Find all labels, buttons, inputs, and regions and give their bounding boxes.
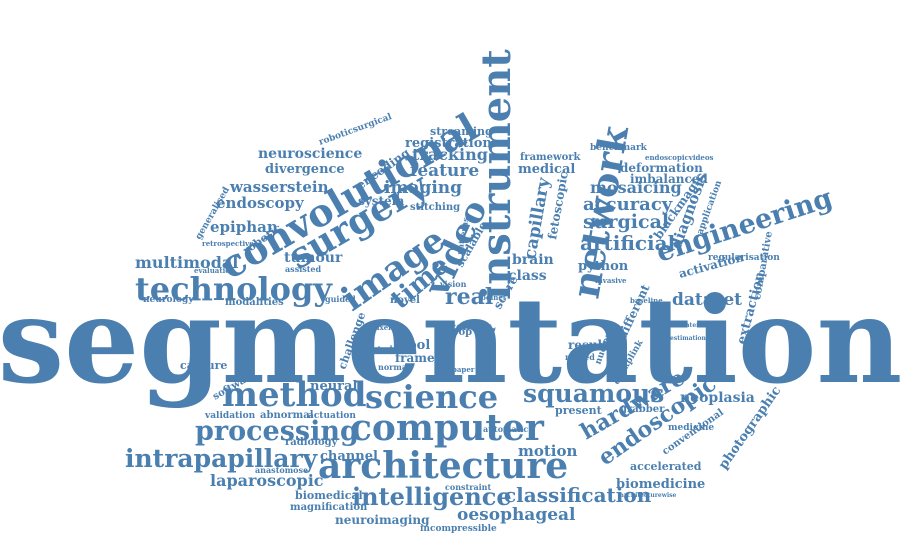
word-endoscopy: endoscopy — [216, 194, 305, 212]
word-streaming: streaming — [430, 125, 493, 138]
word-stitching: stitching — [410, 202, 460, 213]
word-class: class — [508, 268, 547, 284]
word-roboticsurgical: roboticsurgical — [318, 112, 394, 148]
word-deformation: deformation — [620, 161, 703, 175]
word-neural: neural — [310, 379, 357, 394]
word-processing: processing — [195, 416, 359, 447]
word-assisted: assisted — [285, 264, 322, 274]
word-invasive: invasive — [595, 276, 627, 285]
word-magnification: magnification — [290, 502, 368, 513]
word-abnormal: abnormal — [260, 410, 314, 421]
word-registration: registration — [405, 136, 492, 151]
word-wasserstein: wasserstein — [229, 178, 329, 196]
word-classification: classification — [504, 483, 652, 507]
word-vision: vision — [439, 279, 467, 289]
word-technology: technology — [135, 270, 333, 308]
word-intrapapillary: intrapapillary — [125, 444, 319, 473]
word-novel: novel — [390, 295, 420, 306]
word-system: system — [358, 194, 405, 208]
word-grabber: grabber — [620, 404, 665, 415]
word-python: python — [578, 259, 629, 274]
word-instrument: instrument — [473, 49, 520, 300]
word-capture: capture — [180, 359, 227, 372]
word-nested: nested — [565, 352, 595, 362]
word-computer: computer — [350, 407, 545, 449]
word-imbalanced: imbalanced — [630, 172, 708, 186]
word-evaluation: evaluation — [194, 266, 235, 275]
word-incompressible: incompressible — [420, 524, 497, 534]
word-medical: medical — [518, 162, 575, 177]
word-science: science — [365, 378, 498, 416]
word-automatic: automatic — [483, 424, 528, 434]
word-architecture: architecture — [318, 445, 568, 487]
word-medicine: medicine — [668, 423, 714, 433]
word-accuracy: accuracy — [583, 194, 673, 215]
word-guided: guided — [325, 294, 356, 304]
word-laparoscopic: laparoscopic — [210, 471, 324, 490]
word-cell: cell — [450, 322, 470, 333]
word-squamous: squamous — [523, 379, 664, 408]
word-dataset: dataset — [672, 290, 742, 310]
word-mosaicing: mosaicing — [590, 178, 682, 197]
word-artificial: artificial — [580, 231, 676, 255]
word-baseline: baseline — [630, 296, 663, 305]
word-architecturewise: architecturewise — [620, 492, 677, 499]
word-motion: motion — [518, 442, 578, 460]
word-oesophageal: oesophageal — [457, 505, 576, 525]
word-endoscopicvideos: endoscopicvideos — [645, 153, 714, 162]
word-regularisation: regularisation — [708, 253, 780, 263]
word-imaging: imaging — [384, 178, 462, 198]
word-actuation: actuation — [308, 411, 356, 421]
word-framework: framework — [520, 152, 582, 163]
word-validation: validation — [204, 411, 256, 421]
word-constraint: constraint — [445, 482, 491, 492]
word-retrospective: retrospective — [202, 239, 254, 248]
word-radiology: radiology — [285, 437, 339, 448]
word-tool: tool — [402, 338, 430, 353]
word-tumour: tumour — [284, 250, 343, 266]
word-paper: paper — [452, 365, 475, 374]
word-pixel: pixel — [372, 323, 391, 332]
word-normal: normal — [378, 362, 410, 372]
word-multimodal: multimodal — [135, 253, 238, 272]
word-biomedical: biomedical — [295, 489, 363, 502]
word-intelligence: intelligence — [352, 482, 512, 511]
word-divergence: divergence — [265, 162, 345, 177]
word-anastomose: anastomose — [255, 465, 308, 475]
word-brain: brain — [512, 252, 554, 268]
word-surgical: surgical — [583, 211, 669, 233]
word-study: study — [373, 344, 398, 354]
word-loop: loop — [448, 327, 472, 338]
word-modalities: modalities — [225, 297, 284, 308]
word-epiphan: epiphan — [210, 218, 278, 236]
word-estimation: estimation — [670, 335, 707, 342]
word-neuroscience: neuroscience — [258, 146, 362, 162]
word-frame: frame — [395, 351, 435, 365]
word-toolnet: toolnet — [478, 293, 507, 302]
word-feature: feature — [410, 161, 479, 181]
word-segmentation: segmentation — [0, 271, 900, 410]
word-result: result — [568, 338, 608, 352]
word-tracking: tracking — [412, 145, 488, 164]
word-biomedicine: biomedicine — [616, 477, 705, 492]
word-concatenation: concatenation — [670, 322, 718, 329]
word-accelerated: accelerated — [630, 460, 702, 473]
word-channel: channel — [320, 449, 378, 464]
word-neurology: neurology — [143, 295, 194, 305]
word-benchmark: benchmark — [590, 143, 648, 153]
word-neoplasia: neoplasia — [680, 390, 755, 406]
word-neuroimaging: neuroimaging — [335, 513, 430, 527]
word-present: present — [555, 404, 603, 417]
word-real: real — [445, 284, 493, 310]
word-method: method — [222, 375, 366, 415]
